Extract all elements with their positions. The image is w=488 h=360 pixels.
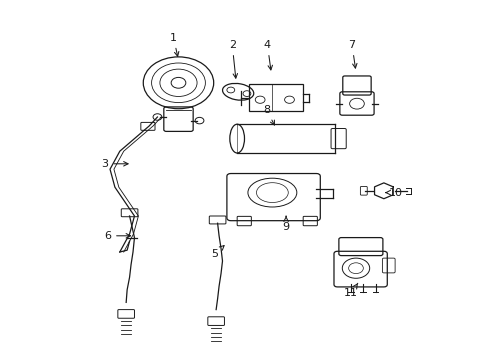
Text: 1: 1: [170, 33, 179, 56]
Text: 8: 8: [263, 105, 274, 125]
Text: 5: 5: [211, 246, 224, 259]
Text: 3: 3: [102, 159, 128, 169]
Text: 10: 10: [385, 188, 402, 198]
Text: 9: 9: [282, 216, 289, 232]
Text: 11: 11: [344, 283, 357, 298]
Text: 2: 2: [228, 40, 237, 78]
Text: 6: 6: [104, 231, 130, 241]
Text: 4: 4: [264, 40, 272, 70]
Text: 7: 7: [348, 40, 356, 68]
